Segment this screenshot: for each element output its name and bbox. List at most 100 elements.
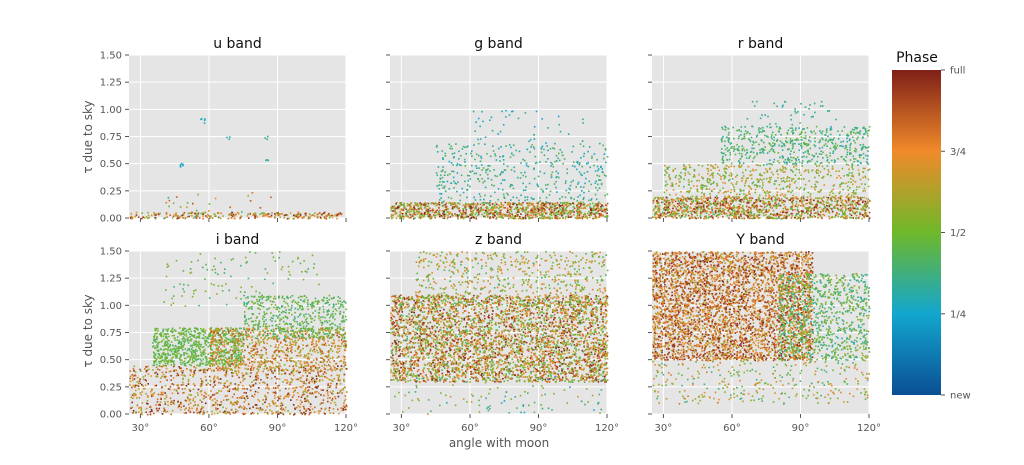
scatter-point: [851, 128, 854, 131]
scatter-point: [141, 413, 143, 416]
scatter-point: [599, 202, 602, 205]
scatter-point: [866, 158, 869, 161]
scatter-point: [741, 199, 744, 201]
scatter-point: [676, 212, 678, 215]
scatter-point: [486, 205, 488, 208]
scatter-point: [754, 201, 757, 204]
scatter-point: [192, 383, 195, 385]
scatter-point: [761, 186, 764, 189]
scatter-point: [776, 198, 778, 201]
scatter-point: [699, 213, 702, 215]
scatter-point: [490, 116, 493, 119]
scatter-point: [195, 209, 198, 212]
scatter-point: [747, 165, 750, 168]
scatter-point: [663, 203, 666, 205]
scatter-point: [844, 214, 846, 216]
scatter-point: [751, 147, 753, 150]
scatter-point: [741, 210, 743, 213]
scatter-point: [311, 393, 313, 395]
scatter-point: [654, 205, 657, 208]
scatter-point: [701, 184, 703, 186]
scatter-point: [771, 134, 773, 136]
scatter-point: [454, 203, 456, 206]
scatter-point: [233, 401, 236, 404]
scatter-point: [688, 217, 691, 220]
scatter-point: [424, 204, 426, 207]
scatter-point: [499, 206, 501, 209]
scatter-point: [212, 404, 214, 406]
scatter-point: [774, 201, 777, 203]
scatter-point: [559, 202, 562, 204]
scatter-point: [734, 153, 737, 156]
scatter-point: [684, 174, 687, 177]
scatter-point: [131, 374, 134, 376]
scatter-point: [778, 126, 781, 129]
scatter-point: [735, 206, 738, 209]
scatter-point: [846, 196, 848, 198]
scatter-point: [717, 173, 719, 175]
scatter-point: [563, 210, 566, 212]
scatter-point: [816, 208, 819, 210]
scatter-point: [316, 216, 319, 219]
scatter-point: [570, 216, 572, 218]
scatter-point: [821, 146, 824, 149]
scatter-point: [799, 214, 801, 217]
scatter-point: [868, 129, 870, 132]
scatter-point: [762, 149, 764, 152]
scatter-point: [239, 216, 242, 219]
scatter-point: [678, 215, 681, 217]
scatter-point: [584, 216, 586, 218]
scatter-point: [421, 214, 424, 216]
scatter-point: [570, 197, 573, 200]
scatter-point: [797, 111, 799, 113]
scatter-point: [790, 197, 793, 200]
scatter-point: [482, 181, 484, 184]
scatter-point: [811, 207, 814, 210]
scatter-point: [199, 412, 201, 415]
scatter-point: [692, 185, 695, 187]
scatter-point: [510, 146, 512, 149]
scatter-point: [720, 176, 722, 178]
scatter-point: [286, 382, 288, 384]
scatter-point: [778, 128, 781, 130]
scatter-point: [729, 153, 732, 156]
scatter-point: [444, 152, 447, 155]
scatter-point: [865, 206, 868, 208]
scatter-point: [399, 211, 401, 213]
scatter-point: [739, 203, 742, 206]
scatter-point: [505, 145, 507, 147]
scatter-point: [294, 215, 297, 217]
scatter-point: [525, 212, 527, 215]
scatter-point: [755, 135, 758, 138]
scatter-point: [512, 144, 515, 146]
scatter-point: [701, 185, 704, 187]
scatter-point: [550, 207, 552, 209]
scatter-point: [495, 210, 498, 212]
scatter-point: [250, 372, 252, 374]
scatter-point: [184, 375, 186, 377]
scatter-point: [470, 216, 473, 219]
scatter-point: [207, 213, 209, 216]
scatter-point: [777, 152, 780, 154]
scatter-point: [743, 149, 746, 152]
scatter-point: [540, 151, 543, 154]
scatter-point: [803, 137, 805, 139]
scatter-point: [223, 367, 225, 370]
scatter-point: [720, 151, 723, 154]
scatter-point: [325, 407, 327, 410]
scatter-point: [652, 202, 655, 204]
scatter-point: [667, 167, 669, 169]
scatter-point: [795, 160, 798, 162]
scatter-point: [784, 101, 787, 103]
scatter-point: [774, 134, 777, 136]
scatter-point: [469, 206, 471, 208]
scatter-point: [800, 103, 802, 105]
scatter-point: [134, 215, 137, 218]
scatter-point: [213, 381, 215, 384]
scatter-point: [785, 186, 788, 188]
scatter-point: [450, 145, 453, 148]
scatter-point: [541, 205, 543, 207]
scatter-point: [566, 212, 569, 215]
scatter-point: [216, 412, 219, 415]
scatter-point: [855, 201, 858, 204]
